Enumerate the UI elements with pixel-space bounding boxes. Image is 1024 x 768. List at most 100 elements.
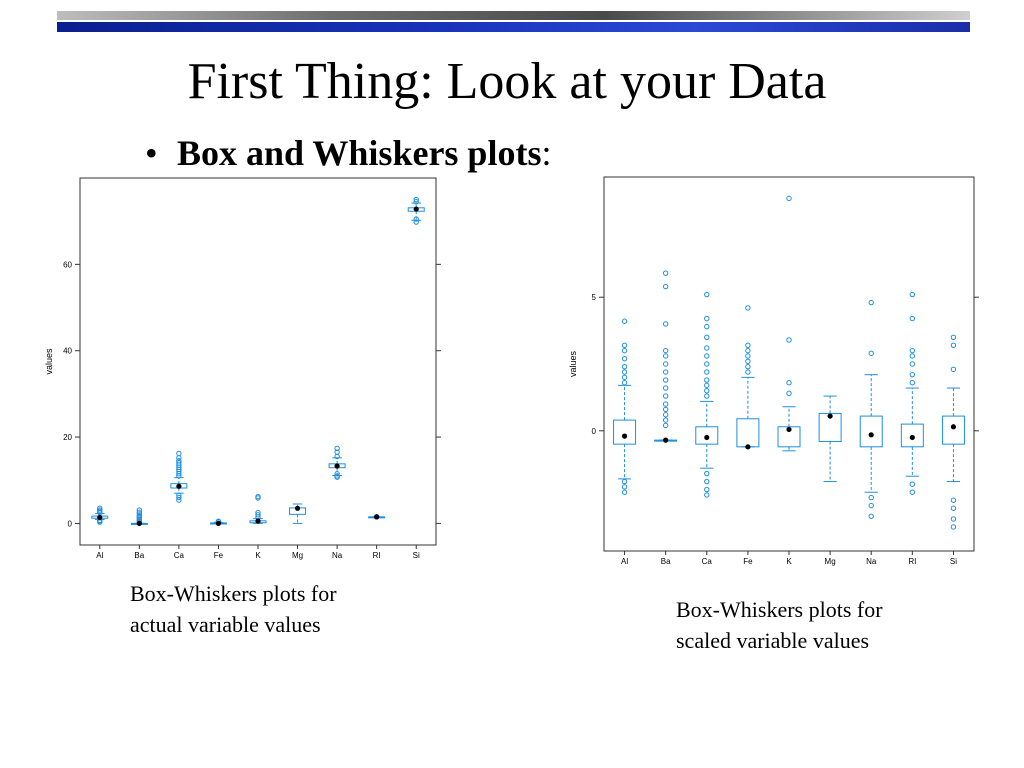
box-Si bbox=[941, 334, 965, 530]
outlier-point bbox=[621, 363, 628, 370]
y-tick-label: 40 bbox=[63, 347, 72, 356]
iqr-box bbox=[613, 419, 637, 445]
x-tick-label: Mg bbox=[292, 551, 303, 560]
outlier-point bbox=[621, 318, 628, 324]
box-RI bbox=[368, 514, 386, 520]
outlier-point bbox=[868, 502, 874, 509]
outlier-point bbox=[909, 361, 916, 367]
outlier-point bbox=[950, 497, 957, 503]
outlier-point bbox=[704, 334, 710, 340]
outlier-point bbox=[662, 361, 669, 367]
outlier-point bbox=[909, 291, 916, 298]
outlier-point bbox=[786, 195, 792, 202]
median-dot bbox=[950, 424, 957, 430]
bullet-line: • Box and Whiskers plots: bbox=[145, 132, 551, 174]
outlier-point bbox=[621, 484, 628, 490]
outlier-point bbox=[662, 401, 669, 407]
box-Ca bbox=[695, 291, 719, 498]
outlier-point bbox=[745, 369, 751, 375]
outlier-point bbox=[662, 385, 669, 391]
outlier-point bbox=[745, 342, 751, 349]
median-dot bbox=[374, 514, 380, 520]
outlier-point bbox=[704, 345, 710, 351]
iqr-box bbox=[941, 415, 965, 445]
outlier-point bbox=[704, 315, 710, 322]
outlier-point bbox=[334, 449, 340, 455]
x-tick-label: Fe bbox=[214, 551, 224, 560]
y-tick-label: 60 bbox=[63, 260, 72, 269]
outlier-point bbox=[334, 473, 340, 479]
median-dot bbox=[909, 434, 915, 441]
outlier-point bbox=[621, 380, 628, 386]
outlier-point bbox=[255, 493, 261, 500]
outlier-point bbox=[704, 486, 710, 493]
outlier-point bbox=[176, 455, 182, 461]
outlier-point bbox=[704, 291, 710, 298]
iqr-box bbox=[900, 423, 924, 448]
outlier-point bbox=[704, 353, 710, 359]
x-tick-label: Si bbox=[413, 551, 420, 560]
plot-frame bbox=[603, 176, 975, 552]
caption-left-line2: actual variable values bbox=[130, 612, 321, 637]
box-Ca bbox=[170, 450, 188, 503]
box-Fe bbox=[209, 518, 227, 527]
outlier-point bbox=[745, 363, 751, 370]
outlier-point bbox=[868, 513, 874, 519]
outlier-point bbox=[868, 350, 874, 357]
outlier-point bbox=[662, 412, 669, 418]
y-tick-label: 0 bbox=[592, 427, 597, 436]
outlier-point bbox=[909, 481, 916, 487]
outlier-point bbox=[745, 305, 751, 311]
box-RI bbox=[900, 291, 924, 495]
median-dot bbox=[176, 483, 182, 489]
x-tick-label: Na bbox=[866, 557, 877, 566]
outlier-point bbox=[704, 369, 710, 375]
outlier-point bbox=[662, 377, 669, 383]
outlier-point bbox=[950, 342, 957, 349]
iqr-box bbox=[736, 418, 760, 448]
caption-left-line1: Box-Whiskers plots for bbox=[130, 581, 337, 606]
iqr-box bbox=[777, 426, 801, 448]
x-tick-label: K bbox=[255, 551, 261, 560]
outlier-point bbox=[621, 355, 628, 362]
caption-left: Box-Whiskers plots for actual variable v… bbox=[130, 578, 337, 640]
x-tick-label: RI bbox=[908, 557, 916, 566]
outlier-point bbox=[704, 382, 710, 389]
caption-right: Box-Whiskers plots for scaled variable v… bbox=[676, 594, 883, 656]
outlier-point bbox=[704, 361, 710, 367]
outlier-point bbox=[868, 299, 874, 306]
bullet-colon: : bbox=[541, 133, 552, 173]
outlier-point bbox=[621, 342, 628, 349]
x-tick-label: Ca bbox=[174, 551, 185, 560]
outlier-point bbox=[704, 393, 710, 399]
outlier-point bbox=[662, 270, 669, 276]
plot-frame bbox=[79, 177, 437, 546]
outlier-point bbox=[662, 347, 669, 354]
box-K bbox=[249, 493, 267, 524]
outlier-point bbox=[704, 388, 710, 394]
outlier-point bbox=[136, 511, 143, 517]
outlier-point bbox=[909, 347, 916, 354]
outlier-point bbox=[97, 505, 103, 511]
chart-scaled-values: 0 5 values Al Ba Ca Fe K Mg Na RI Si bbox=[568, 176, 979, 566]
bullet-dot-icon: • bbox=[145, 133, 158, 173]
outlier-point bbox=[704, 492, 710, 498]
caption-right-line1: Box-Whiskers plots for bbox=[676, 597, 883, 622]
outlier-point bbox=[786, 337, 792, 343]
outlier-point bbox=[255, 509, 261, 516]
box-Al bbox=[613, 318, 637, 495]
outlier-point bbox=[868, 494, 874, 501]
box-Al bbox=[91, 505, 109, 525]
box-K bbox=[777, 195, 801, 452]
median-dot bbox=[413, 206, 419, 212]
outlier-point bbox=[662, 321, 669, 327]
box-Na bbox=[859, 299, 883, 519]
outlier-point bbox=[745, 358, 751, 365]
box-Ba bbox=[130, 507, 148, 527]
chart-actual-values: 0 20 40 60 values Al Ba Ca Fe K Mg Na RI Si bbox=[44, 177, 441, 560]
header-rule-blue bbox=[57, 22, 970, 32]
outlier-point bbox=[334, 445, 340, 451]
outlier-point bbox=[662, 369, 669, 375]
median-dot bbox=[786, 426, 792, 433]
x-tick-label: K bbox=[786, 557, 792, 566]
